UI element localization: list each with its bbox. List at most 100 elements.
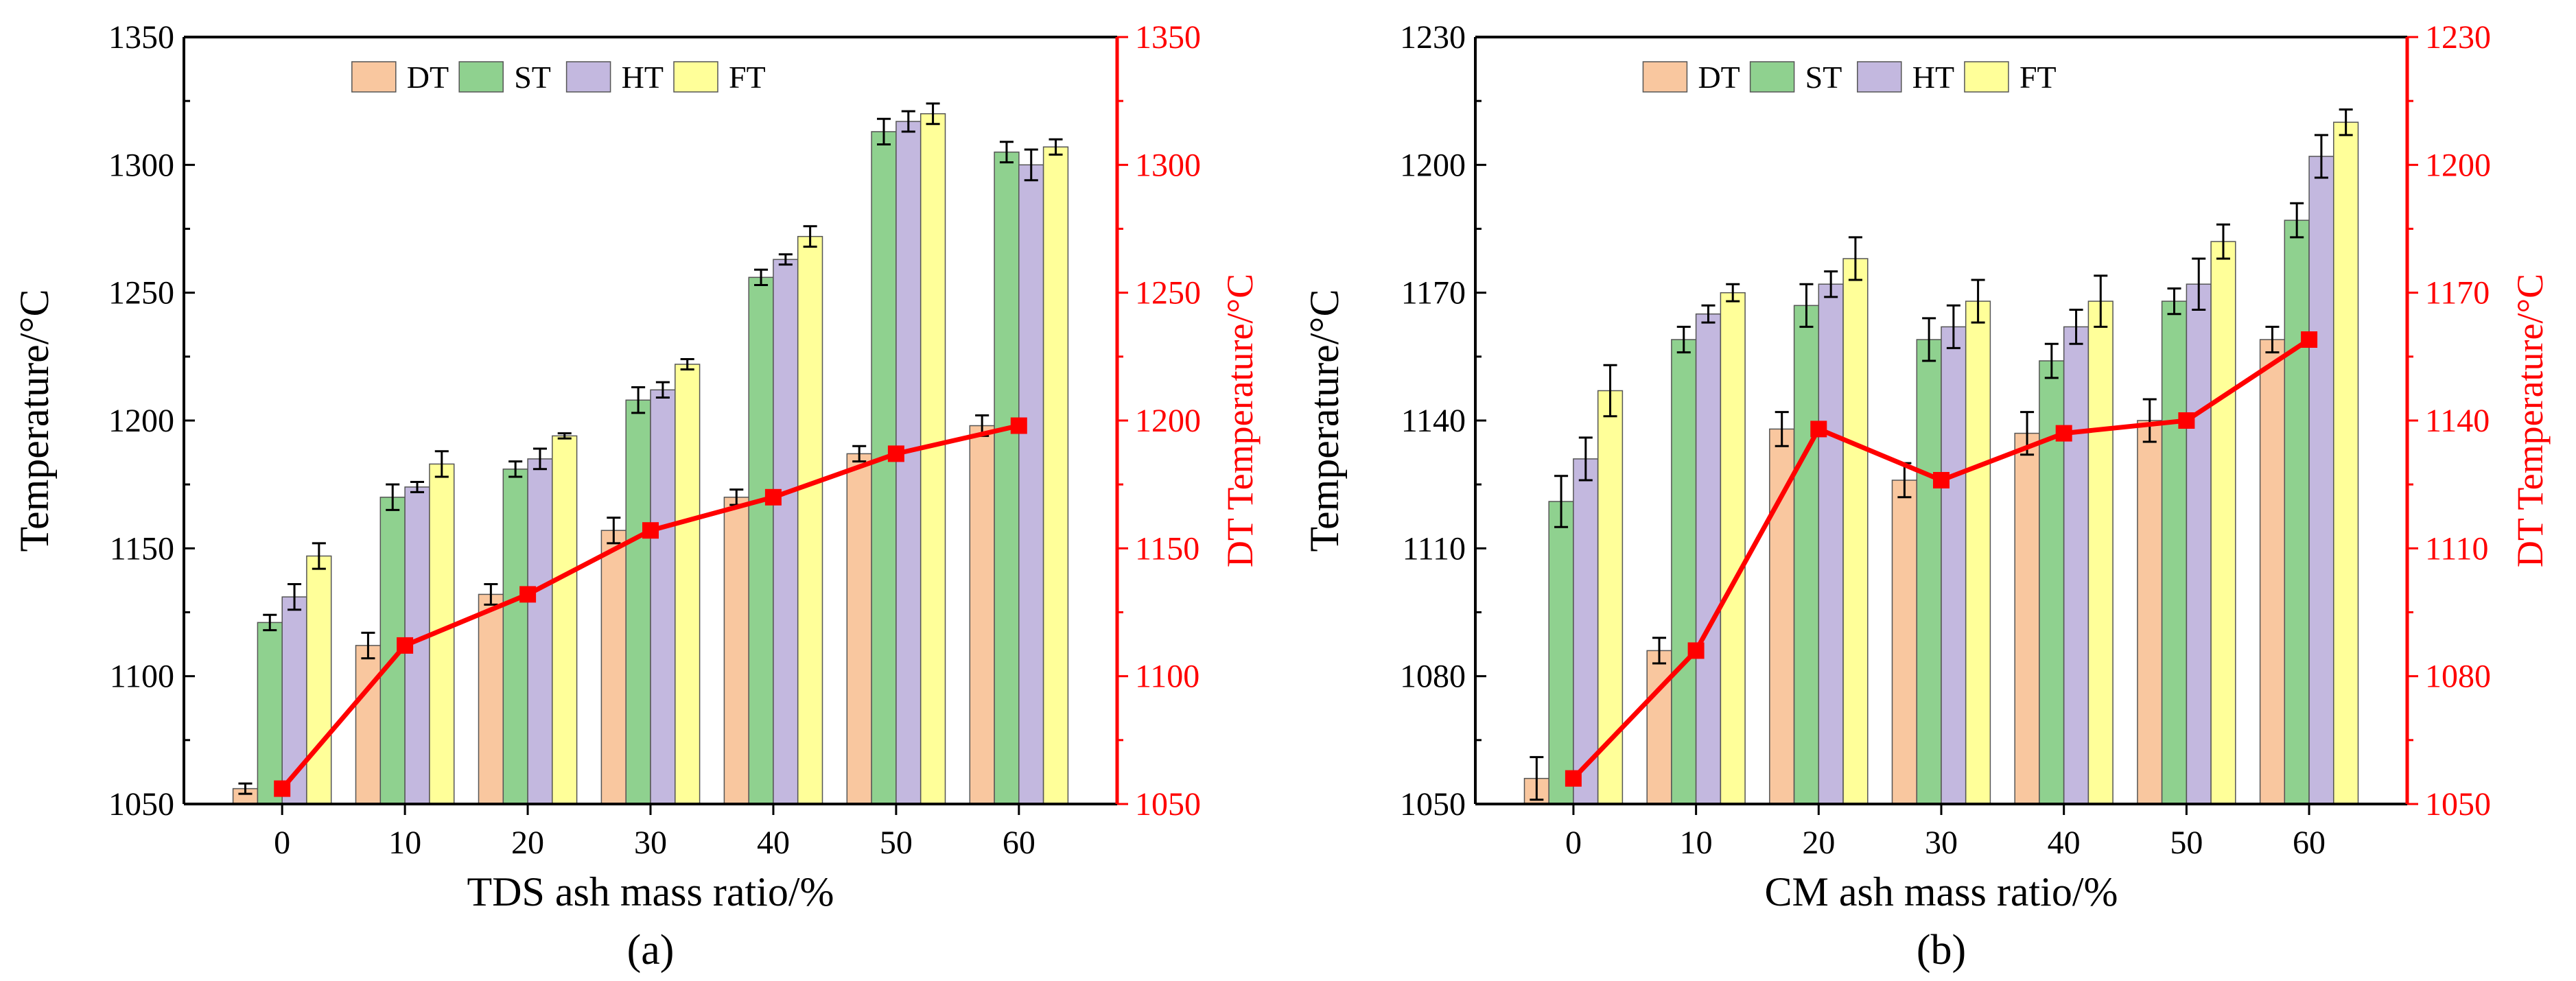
y-tick-label-right: 1170: [2425, 275, 2490, 311]
x-tick-label: 20: [511, 825, 544, 861]
y-tick-label-left: 1080: [1400, 659, 1466, 695]
error-bar-st-40: [754, 268, 769, 286]
x-tick-label: 30: [1925, 825, 1958, 861]
y-tick-label-right: 1200: [2425, 147, 2491, 183]
bar-ft-60: [2333, 121, 2359, 805]
bar-st-50: [871, 131, 897, 805]
legend-swatch-dt: [1642, 61, 1688, 93]
x-tick-label: 50: [880, 825, 913, 861]
legend-swatch-ht: [1857, 61, 1902, 93]
legend-label-ht: HT: [622, 60, 664, 95]
legend-swatch-st: [458, 61, 504, 93]
error-bar-st-50: [876, 117, 891, 146]
error-bar-dt-0: [1530, 756, 1544, 801]
bar-st-60: [2284, 220, 2310, 805]
bar-dt-10: [355, 645, 382, 805]
x-tick-label: 60: [2293, 825, 2326, 861]
error-bar-ht-20: [532, 447, 547, 471]
x-tick-label: 10: [1680, 825, 1713, 861]
bar-dt-20: [478, 593, 504, 805]
bar-ft-30: [1965, 300, 1991, 805]
legend-label-st: ST: [1805, 60, 1842, 95]
bar-ht-50: [895, 121, 922, 805]
dt-line-point-50: [887, 445, 904, 462]
bar-ft-60: [1042, 146, 1069, 805]
error-bar-ht-20: [1824, 270, 1838, 298]
bar-dt-60: [2259, 339, 2286, 805]
bar-ft-50: [920, 113, 946, 805]
error-bar-st-10: [386, 483, 400, 511]
error-bar-st-30: [1922, 317, 1936, 362]
bar-ft-30: [675, 364, 701, 805]
error-bar-ft-50: [926, 102, 940, 126]
error-bar-ft-30: [1971, 279, 1985, 324]
error-bar-ft-40: [803, 225, 817, 248]
error-bar-dt-60: [2265, 325, 2280, 354]
bar-ht-20: [527, 458, 553, 805]
x-axis-title: CM ash mass ratio/%: [1765, 869, 2118, 914]
error-bar-ft-50: [2216, 223, 2230, 260]
error-bar-ht-50: [2192, 257, 2206, 311]
legend-swatch-ft: [673, 61, 718, 93]
dt-line-point-30: [642, 522, 659, 539]
error-bar-dt-30: [607, 517, 621, 545]
y-tick-label-right: 1200: [1135, 403, 1201, 439]
error-bar-dt-50: [2142, 398, 2157, 443]
error-bar-ht-10: [410, 480, 425, 493]
error-bar-st-60: [2290, 202, 2304, 239]
y-tick-label-right: 1350: [1135, 19, 1201, 56]
y-tick-label-left: 1110: [1403, 530, 1466, 567]
y-axis-title-left: Temperature/°C: [12, 289, 57, 552]
bar-dt-30: [600, 530, 627, 805]
error-bar-dt-10: [361, 631, 375, 660]
error-bar-ft-40: [2094, 274, 2108, 328]
bar-ht-30: [1941, 326, 1967, 805]
y-tick-label-left: 1150: [110, 530, 174, 567]
bar-st-30: [1916, 339, 1942, 805]
y-tick-label-right: 1140: [2425, 403, 2490, 439]
bar-ht-0: [281, 596, 307, 805]
y-axis-title-right: DT Temperature/°C: [1219, 274, 1261, 567]
bar-dt-50: [2137, 420, 2163, 805]
dt-line-point-20: [1810, 421, 1827, 438]
error-bar-ht-40: [778, 253, 793, 266]
error-bar-dt-0: [238, 782, 253, 795]
y-tick-label-right: 1050: [2425, 786, 2491, 823]
error-bar-st-40: [2044, 342, 2059, 379]
error-bar-st-10: [1676, 325, 1691, 354]
error-bar-ft-0: [312, 542, 326, 570]
error-bar-ft-60: [1049, 138, 1063, 156]
error-bar-ht-30: [655, 381, 670, 399]
dt-line-point-60: [2301, 331, 2318, 348]
error-bar-dt-10: [1652, 637, 1667, 665]
error-bar-ft-10: [1726, 283, 1740, 303]
dt-line-point-0: [1565, 770, 1582, 787]
bar-st-10: [1671, 339, 1697, 805]
y-tick-label-left: 1230: [1400, 19, 1466, 56]
error-bar-dt-20: [1775, 411, 1789, 447]
bar-st-0: [1548, 501, 1574, 805]
bar-st-60: [994, 151, 1020, 805]
error-bar-ft-30: [680, 358, 694, 370]
x-tick-label: 0: [274, 825, 290, 861]
bar-dt-40: [2014, 432, 2040, 805]
error-bar-ft-20: [1848, 236, 1862, 281]
legend-label-st: ST: [514, 60, 551, 95]
dt-line-point-40: [764, 488, 782, 506]
bar-ht-10: [1695, 313, 1722, 805]
x-tick-label: 30: [634, 825, 667, 861]
error-bar-st-0: [263, 613, 277, 632]
y-axis-title-left: Temperature/°C: [1302, 289, 1347, 552]
dt-line-point-60: [1010, 417, 1027, 434]
bar-ft-40: [2087, 300, 2114, 805]
bar-st-50: [2161, 300, 2188, 805]
x-tick-label: 10: [388, 825, 421, 861]
y-axis-title-right: DT Temperature/°C: [2509, 274, 2551, 567]
y-tick-label-left: 1050: [1400, 786, 1466, 823]
legend-label-dt: DT: [407, 60, 449, 95]
bar-st-0: [257, 622, 283, 805]
error-bar-st-20: [508, 460, 523, 478]
